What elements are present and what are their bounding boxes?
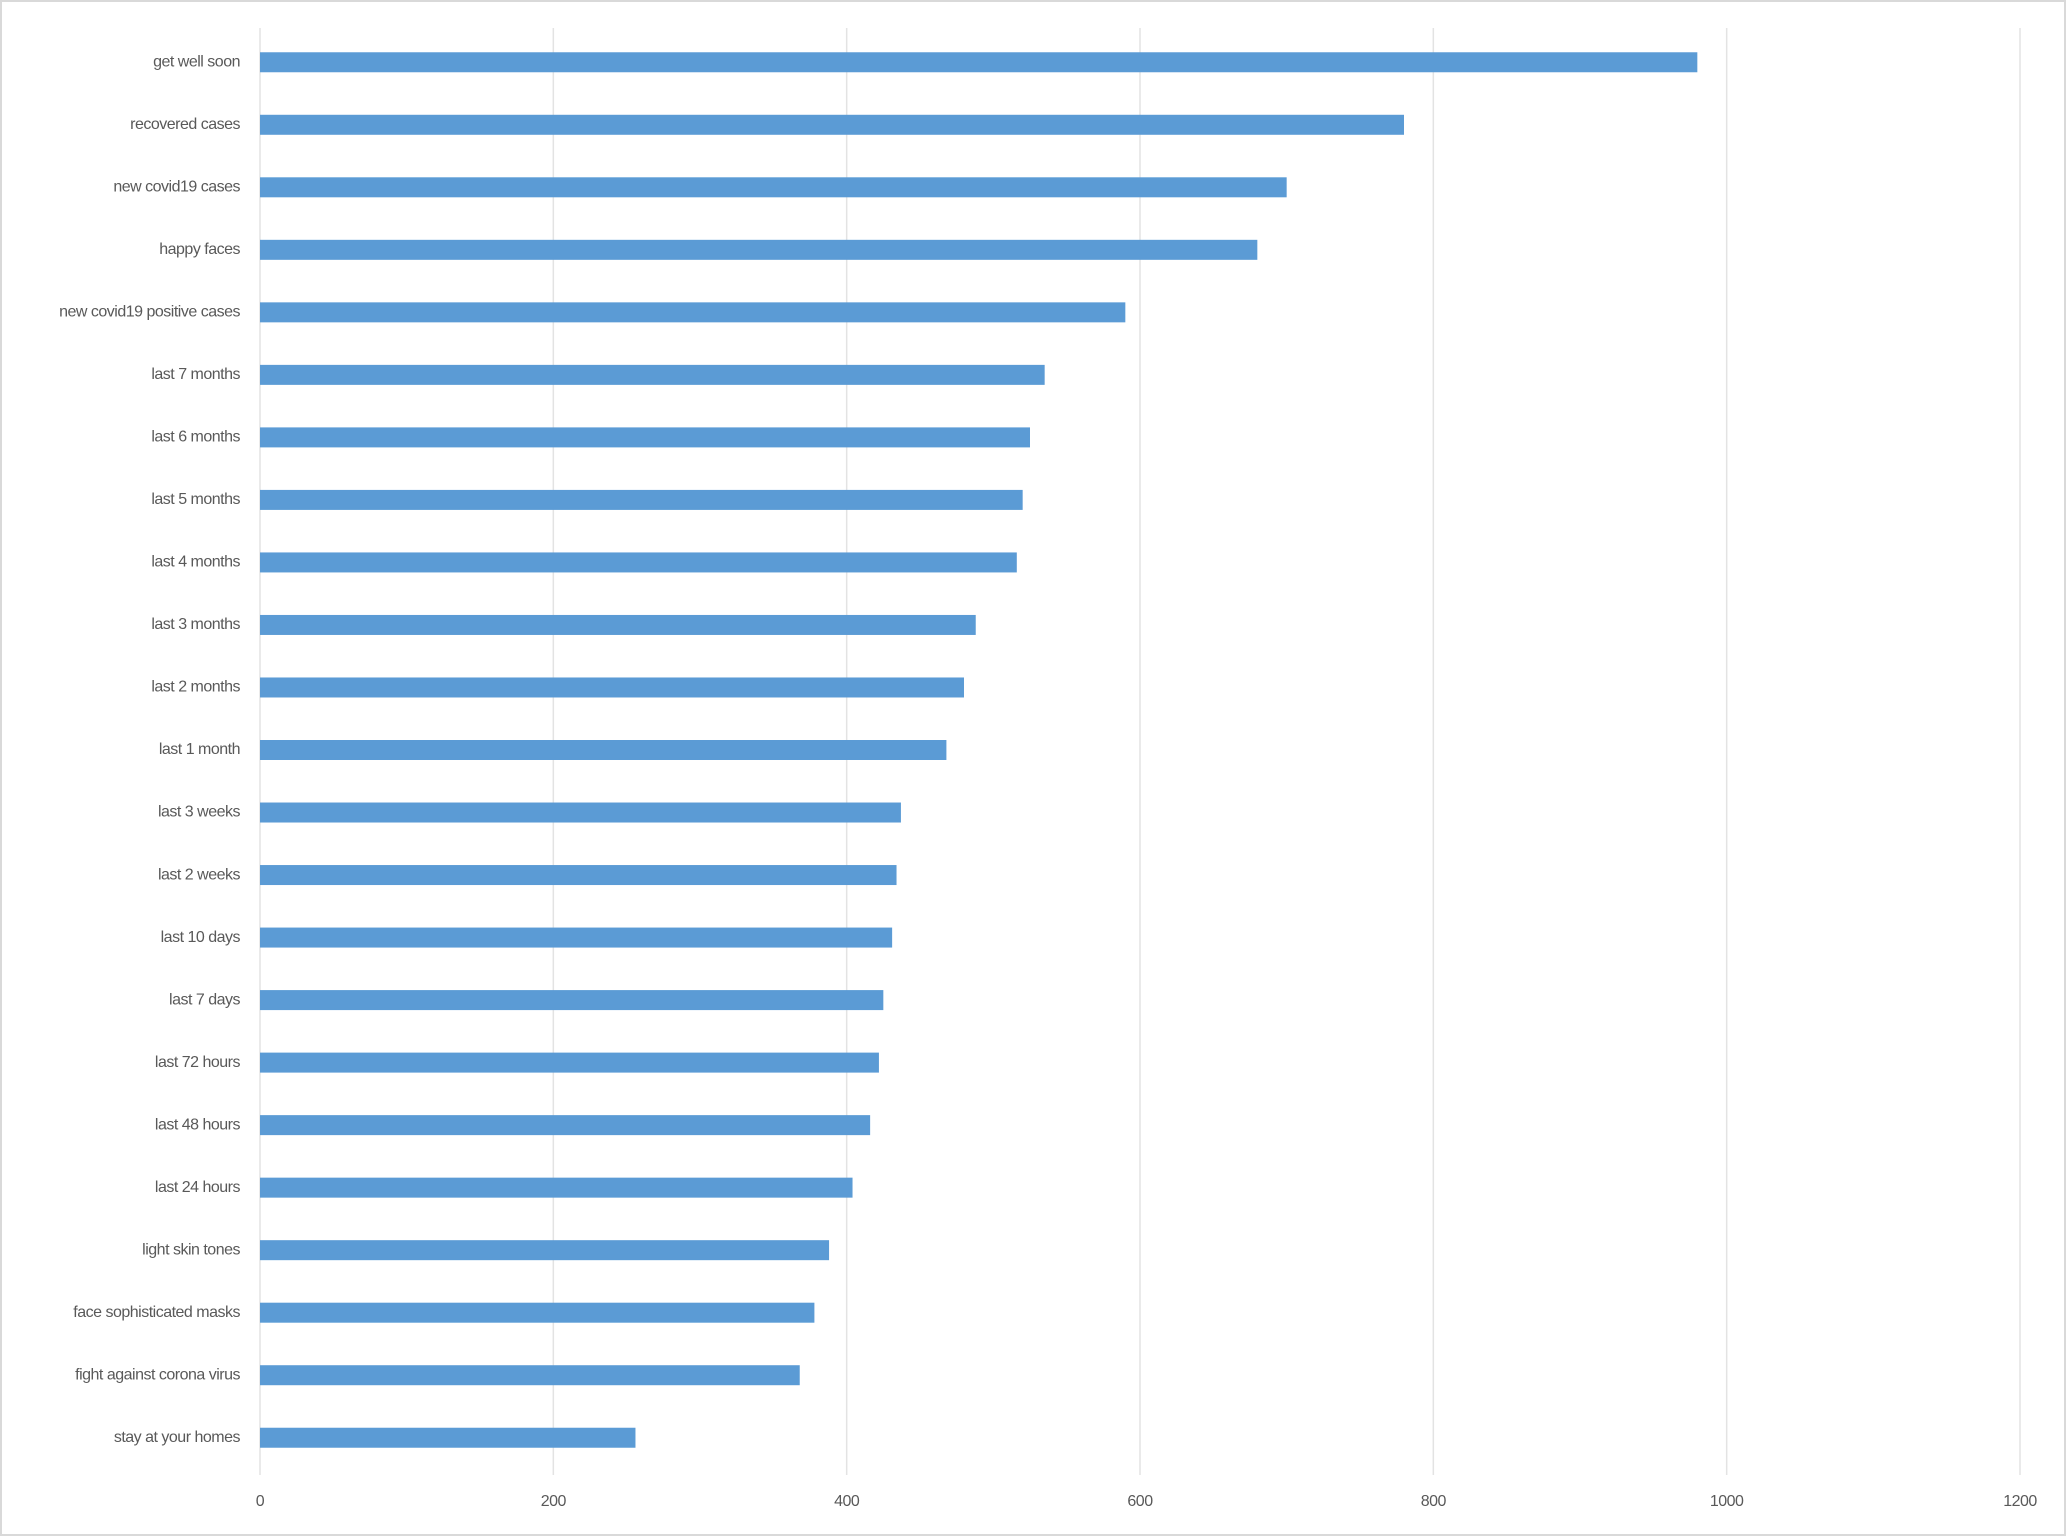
bar — [260, 927, 893, 948]
x-tick-label: 600 — [1127, 1493, 1153, 1510]
bar — [260, 1365, 800, 1386]
bar — [260, 740, 947, 760]
y-tick-label: last 3 months — [151, 616, 240, 633]
y-tick-label: last 3 weeks — [158, 804, 241, 821]
y-tick-label: last 4 months — [151, 554, 240, 571]
bar — [260, 677, 964, 698]
y-tick-label: new covid19 cases — [113, 179, 240, 196]
y-tick-label: stay at your homes — [114, 1429, 241, 1446]
y-tick-label: last 48 hours — [155, 1116, 241, 1133]
bar — [260, 427, 1030, 448]
y-tick-label: fight against corona virus — [75, 1366, 240, 1383]
y-tick-label: last 2 weeks — [158, 866, 241, 883]
bar — [260, 1240, 830, 1261]
y-tick-label: happy faces — [159, 241, 240, 258]
bar — [260, 239, 1258, 260]
bar — [260, 990, 884, 1011]
x-tick-label: 1200 — [2003, 1493, 2037, 1510]
y-tick-label: light skin tones — [142, 1241, 240, 1258]
y-tick-label: get well soon — [153, 53, 240, 70]
x-tick-label: 200 — [541, 1493, 567, 1510]
bar — [260, 114, 1404, 135]
bar — [260, 614, 976, 635]
bar — [260, 364, 1045, 385]
y-tick-label: last 24 hours — [155, 1179, 241, 1196]
y-tick-label: last 2 months — [151, 679, 240, 696]
bar — [260, 1427, 636, 1448]
bar — [260, 1115, 871, 1136]
bar — [260, 865, 897, 886]
y-tick-label: last 5 months — [151, 491, 240, 508]
bar — [260, 552, 1017, 573]
bar — [260, 1302, 815, 1323]
bar — [260, 52, 1698, 73]
x-tick-label: 1000 — [1710, 1493, 1744, 1510]
y-tick-label: new covid19 positive cases — [59, 304, 240, 321]
y-tick-label: face sophisticated masks — [73, 1304, 240, 1321]
bar — [260, 802, 901, 823]
bar — [260, 1177, 853, 1198]
bar — [260, 1052, 879, 1073]
x-tick-label: 0 — [256, 1493, 265, 1510]
bar — [260, 489, 1023, 510]
x-tick-label: 800 — [1421, 1493, 1447, 1510]
x-tick-label: 400 — [834, 1493, 860, 1510]
y-tick-label: last 7 months — [151, 366, 240, 383]
y-tick-label: last 72 hours — [155, 1054, 241, 1071]
bar — [260, 302, 1126, 323]
y-tick-label: last 7 days — [169, 991, 240, 1008]
y-tick-label: recovered cases — [130, 116, 240, 133]
y-tick-label: last 6 months — [151, 429, 240, 446]
y-tick-label: last 1 month — [159, 741, 240, 758]
bar — [260, 177, 1287, 198]
y-tick-label: last 10 days — [161, 929, 241, 946]
